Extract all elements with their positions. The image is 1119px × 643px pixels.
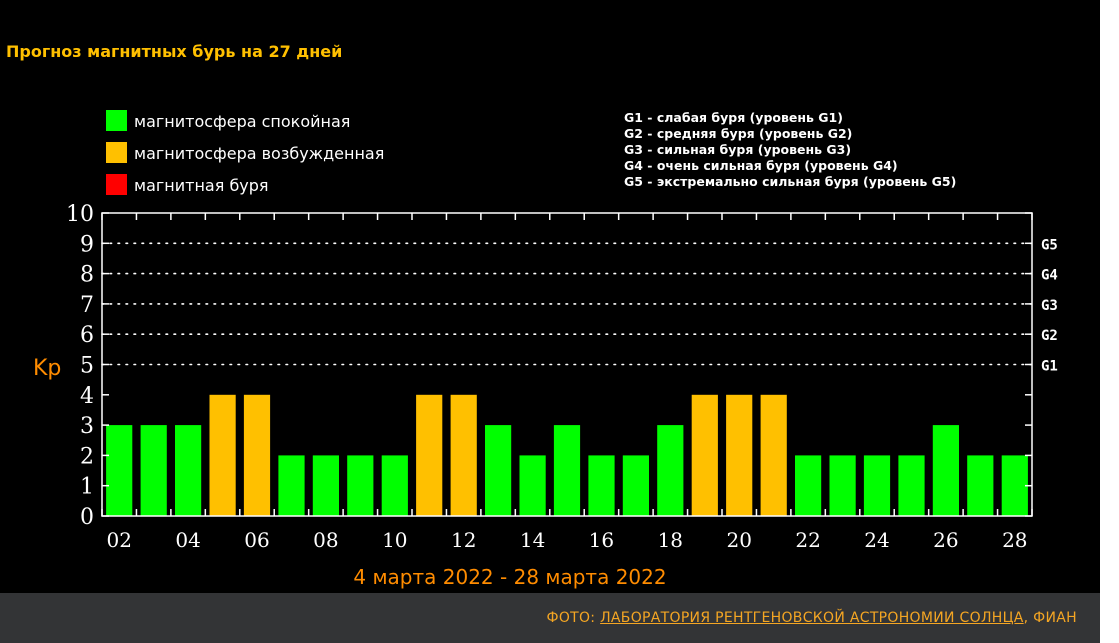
y-axis-label: Kp [33, 356, 61, 381]
forecast-chart: Прогноз магнитных бурь на 27 дней магнит… [6, 42, 1058, 589]
bar-day-21 [760, 394, 787, 516]
legend: магнитосфера спокойная магнитосфера возбу… [106, 110, 384, 195]
bar-day-18 [657, 425, 684, 516]
x-tick-label-10: 10 [382, 528, 407, 552]
y-tick-label-10: 10 [66, 202, 94, 227]
x-tick-label-04: 04 [175, 528, 200, 552]
g-legend-line-2: G3 - сильная буря (уровень G3) [624, 142, 851, 157]
bar-day-24 [863, 455, 891, 516]
bar-day-7 [278, 455, 305, 516]
photo-credit: ФОТО: ЛАБОРАТОРИЯ РЕНТГЕНОВСКОЙ АСТРОНОМ… [0, 593, 1100, 643]
x-tick-label-12: 12 [451, 528, 476, 552]
x-tick-label-14: 14 [520, 528, 545, 552]
chart-frame: Прогноз магнитных бурь на 27 дней магнит… [0, 0, 1100, 593]
bar-day-3 [140, 425, 167, 516]
x-axis-label: 4 марта 2022 - 28 марта 2022 [353, 565, 666, 589]
x-tick-label-26: 26 [933, 528, 958, 552]
legend-label-1: магнитосфера возбужденная [134, 144, 384, 163]
bar-day-28 [1001, 455, 1028, 516]
y-tick-label-6: 6 [80, 323, 94, 348]
bar-day-13 [485, 425, 512, 516]
x-tick-label-16: 16 [589, 528, 614, 552]
bar-day-25 [898, 455, 925, 516]
legend-label-2: магнитная буря [134, 176, 269, 195]
g-axis-label-G3: G3 [1041, 298, 1058, 314]
page-margin [1100, 0, 1119, 643]
y-tick-label-7: 7 [80, 293, 94, 318]
bar-day-14 [519, 455, 546, 516]
x-tick-label-22: 22 [795, 528, 820, 552]
g-level-legend: G1 - слабая буря (уровень G1)G2 - средня… [624, 110, 956, 189]
g-legend-line-4: G5 - экстремально сильная буря (уровень … [624, 174, 956, 189]
legend-swatch-1 [106, 142, 127, 163]
bar-day-12 [450, 394, 477, 516]
x-tick-label-20: 20 [726, 528, 751, 552]
g-axis-label-G5: G5 [1041, 237, 1058, 253]
y-tick-labels: 0 1 2 3 4 5 6 7 8 9 10 [66, 202, 94, 530]
credit-prefix: ФОТО: [546, 610, 601, 626]
legend-swatch-0 [106, 110, 127, 131]
bar-day-27 [967, 455, 994, 516]
x-tick-label-28: 28 [1002, 528, 1027, 552]
bars [106, 394, 1028, 516]
bar-day-6 [243, 394, 271, 516]
g-axis-label-G4: G4 [1041, 268, 1058, 284]
legend-label-0: магнитосфера спокойная [134, 112, 350, 131]
y-tick-label-1: 1 [80, 475, 94, 500]
y-tick-label-3: 3 [80, 414, 94, 439]
x-tick-label-24: 24 [864, 528, 889, 552]
bar-day-15 [553, 425, 581, 516]
g-legend-line-1: G2 - средняя буря (уровень G2) [624, 126, 852, 141]
g-axis-label-G2: G2 [1041, 328, 1058, 344]
bar-day-22 [795, 455, 822, 516]
bar-day-2 [106, 425, 133, 516]
axes [101, 212, 1033, 517]
grid [101, 242, 1033, 366]
legend-swatch-2 [106, 174, 127, 195]
bar-day-4 [175, 425, 202, 516]
g-level-labels: G1 G2 G3 G4 G5 [1041, 237, 1058, 374]
x-tick-label-02: 02 [106, 528, 131, 552]
credit-link[interactable]: ЛАБОРАТОРИЯ РЕНТГЕНОВСКОЙ АСТРОНОМИИ СОЛ… [600, 610, 1024, 626]
bar-day-11 [416, 394, 443, 516]
y-tick-label-9: 9 [80, 232, 94, 257]
bar-day-19 [691, 394, 718, 516]
credit-suffix: , ФИАН [1023, 610, 1077, 626]
bar-day-10 [381, 455, 408, 516]
bar-day-16 [588, 455, 615, 516]
bar-day-26 [932, 425, 959, 516]
y-tick-label-0: 0 [80, 505, 94, 530]
x-tick-label-18: 18 [658, 528, 683, 552]
bar-day-9 [347, 455, 374, 516]
g-legend-line-3: G4 - очень сильная буря (уровень G4) [624, 158, 898, 173]
bar-day-5 [209, 394, 236, 516]
y-tick-label-4: 4 [80, 384, 94, 409]
bar-day-8 [312, 455, 339, 516]
bar-day-17 [622, 455, 649, 516]
bar-day-20 [726, 394, 753, 516]
y-tick-label-2: 2 [80, 444, 94, 469]
x-tick-label-06: 06 [244, 528, 269, 552]
y-tick-label-5: 5 [80, 354, 94, 379]
bar-day-23 [829, 455, 856, 516]
x-tick-label-08: 08 [313, 528, 338, 552]
g-axis-label-G1: G1 [1041, 359, 1058, 375]
g-legend-line-0: G1 - слабая буря (уровень G1) [624, 110, 843, 125]
chart-title: Прогноз магнитных бурь на 27 дней [6, 42, 342, 61]
y-tick-label-8: 8 [80, 263, 94, 288]
x-tick-labels: 02 04 06 08 10 12 14 16 18 20 22 24 26 28 [106, 528, 1027, 552]
